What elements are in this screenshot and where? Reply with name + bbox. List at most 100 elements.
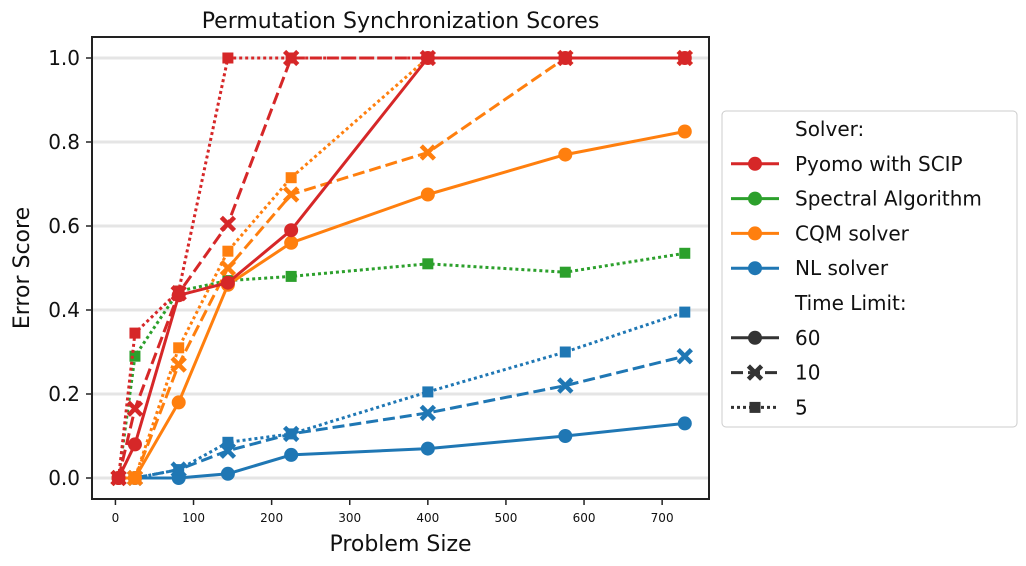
series-pyomo-with-scip-10 — [110, 49, 693, 487]
y-tick-label: 0.8 — [48, 130, 80, 154]
series-line — [117, 251, 686, 479]
data-point — [222, 245, 234, 257]
data-point — [420, 441, 435, 456]
y-tick-label: 0.4 — [48, 298, 80, 322]
data-point — [422, 258, 434, 270]
legend-item — [731, 330, 779, 345]
x-tick-label: 700 — [651, 511, 674, 525]
legend-marker — [748, 261, 762, 276]
series-nl-solver-60 — [111, 416, 692, 485]
series-layer — [110, 49, 693, 487]
x-axis: 0 100 200 300 400 500 600 700 — [112, 499, 674, 525]
legend-marker — [748, 226, 762, 241]
legend-box — [721, 110, 1018, 428]
x-axis-label: Problem Size — [329, 532, 471, 557]
legend-marker — [746, 364, 764, 381]
x-tick-label: 300 — [338, 511, 361, 525]
legend-item — [731, 364, 779, 381]
data-point — [219, 259, 237, 277]
x-tick-label: 500 — [494, 511, 517, 525]
data-point — [113, 472, 125, 484]
series-line — [118, 354, 686, 480]
data-point — [676, 348, 693, 365]
series-line — [117, 56, 685, 479]
data-point — [173, 285, 185, 297]
data-point — [419, 144, 437, 161]
legend-item — [731, 191, 779, 206]
data-point — [285, 172, 297, 184]
data-point — [557, 377, 574, 394]
legend-item — [731, 401, 779, 413]
legend-marker — [748, 330, 762, 345]
x-tick-label: 600 — [573, 511, 596, 525]
series-pyomo-with-scip-5 — [113, 52, 691, 484]
series-line — [117, 56, 685, 479]
data-point — [219, 215, 237, 233]
legend-label: 5 — [795, 395, 808, 419]
data-point — [173, 464, 185, 476]
series-line — [118, 421, 685, 480]
series-nl-solver-10 — [110, 348, 693, 487]
series-cqm-solver-10 — [110, 49, 693, 487]
series-cqm-solver-5 — [113, 52, 691, 484]
y-tick-label: 0.6 — [48, 214, 80, 238]
legend-marker — [749, 401, 761, 413]
legend-header-solver: Solver: — [795, 117, 864, 141]
data-point — [285, 52, 297, 64]
data-point — [558, 147, 573, 162]
legend-item — [731, 156, 779, 171]
data-point — [420, 187, 435, 202]
data-point — [559, 266, 571, 278]
series-line — [118, 130, 686, 480]
legend-item — [731, 226, 779, 241]
data-point — [559, 346, 571, 358]
y-axis: 0.0 0.2 0.4 0.6 0.8 1.0 — [48, 46, 92, 490]
data-point — [679, 247, 691, 259]
legend: Solver: Pyomo with SCIP Spectral Algorithm… — [721, 110, 1018, 428]
data-point — [282, 186, 300, 203]
legend-marker — [748, 191, 762, 206]
y-tick-label: 1.0 — [48, 46, 80, 70]
legend-label: 10 — [795, 361, 820, 385]
legend-item — [731, 261, 779, 276]
data-point — [171, 395, 186, 410]
data-point — [129, 472, 141, 484]
data-point — [419, 404, 437, 422]
x-tick-label: 100 — [182, 511, 205, 525]
legend-header-time: Time Limit: — [794, 291, 907, 315]
data-point — [129, 350, 141, 362]
legend-label: Pyomo with SCIP — [795, 152, 963, 176]
data-point — [220, 275, 235, 290]
data-point — [222, 436, 234, 448]
data-point — [679, 52, 691, 64]
data-point — [677, 416, 692, 431]
legend-label: NL solver — [795, 256, 889, 280]
data-point — [284, 447, 299, 462]
data-point — [284, 223, 299, 238]
chart-title: Permutation Synchronization Scores — [202, 9, 600, 34]
x-tick-label: 400 — [416, 511, 439, 525]
legend-label: Spectral Algorithm — [795, 187, 982, 211]
data-point — [127, 437, 142, 452]
data-point — [558, 429, 573, 443]
plot-frame — [91, 36, 710, 500]
data-point — [129, 327, 141, 339]
series-pyomo-with-scip-60 — [111, 51, 692, 485]
data-point — [422, 386, 434, 398]
data-point — [679, 306, 691, 318]
data-point — [222, 52, 234, 64]
series-spectral-algorithm-5 — [113, 247, 691, 484]
data-point — [559, 52, 571, 64]
data-point — [285, 428, 297, 440]
data-point — [173, 342, 185, 354]
data-point — [220, 466, 235, 481]
data-point — [126, 400, 144, 417]
data-point — [422, 52, 434, 64]
y-tick-label: 0.2 — [48, 382, 80, 406]
data-point — [284, 235, 299, 250]
data-point — [677, 124, 692, 139]
y-tick-label: 0.0 — [48, 466, 80, 490]
data-point — [285, 270, 297, 282]
legend-marker — [748, 156, 762, 171]
